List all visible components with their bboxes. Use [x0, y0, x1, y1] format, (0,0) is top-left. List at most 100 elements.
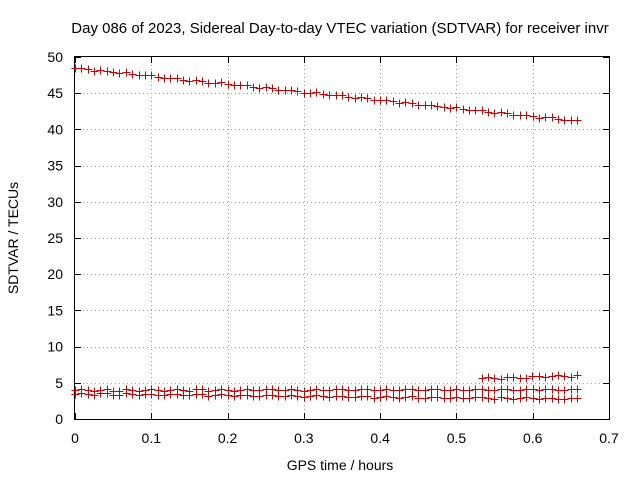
data-point [414, 386, 423, 395]
data-point [484, 108, 493, 117]
data-point [478, 374, 487, 383]
ticks [75, 57, 610, 420]
data-point [115, 391, 124, 400]
data-point [122, 68, 131, 77]
data-point [300, 393, 309, 402]
data-point [312, 391, 321, 400]
data-point [503, 109, 512, 118]
data-point [535, 395, 544, 404]
data-point [497, 375, 506, 384]
data-point [344, 93, 353, 102]
data-point [287, 86, 296, 95]
y-tick-label: 15 [47, 302, 63, 318]
data-point [351, 393, 360, 402]
data-point [281, 392, 290, 401]
data-point [541, 373, 550, 382]
data-point [376, 393, 385, 402]
data-point [490, 395, 499, 404]
data-point [573, 116, 582, 125]
x-tick-label: 0.7 [599, 430, 619, 446]
data-point [446, 386, 455, 395]
data-point [224, 391, 233, 400]
data-point [147, 71, 156, 80]
data-point [287, 391, 296, 400]
data-point [204, 392, 213, 401]
data-point [128, 390, 137, 399]
data-point [268, 391, 277, 400]
data-point [84, 390, 93, 399]
data-point [529, 112, 538, 121]
data-point [236, 81, 245, 90]
data-point [548, 372, 557, 381]
data-point [90, 67, 99, 76]
data-point [541, 385, 550, 394]
data-point [255, 84, 264, 93]
data-point [204, 79, 213, 88]
data-point [312, 88, 321, 97]
data-point [465, 386, 474, 395]
data-point [421, 394, 430, 403]
data-point [573, 385, 582, 394]
data-point [103, 67, 112, 76]
y-tick-label: 25 [47, 230, 63, 246]
data-point [109, 68, 118, 77]
data-point [198, 77, 207, 86]
data-point [344, 386, 353, 395]
data-point [509, 386, 518, 395]
data-point [471, 106, 480, 115]
data-point [401, 98, 410, 107]
data-point [548, 385, 557, 394]
data-point [370, 394, 379, 403]
data-point [306, 89, 315, 98]
data-point [90, 391, 99, 400]
data-point [236, 391, 245, 400]
data-point [478, 393, 487, 402]
data-point [529, 394, 538, 403]
data-point [274, 86, 283, 95]
y-tick-label: 30 [47, 194, 63, 210]
data-point [522, 374, 531, 383]
data-point [573, 394, 582, 403]
data-point [217, 78, 226, 87]
data-point [96, 66, 105, 75]
y-tick-label: 5 [55, 375, 63, 391]
data-point [243, 391, 252, 400]
data-point [395, 386, 404, 395]
data-point [573, 371, 582, 380]
data-point [548, 394, 557, 403]
data-point [471, 385, 480, 394]
data-point [509, 111, 518, 120]
data-point [433, 385, 442, 394]
data-point [293, 87, 302, 96]
y-tick-label: 40 [47, 121, 63, 137]
data-point [509, 373, 518, 382]
y-axis-label: SDTVAR / TECUs [5, 182, 21, 294]
data-point [541, 113, 550, 122]
data-point [325, 393, 334, 402]
grid [75, 57, 609, 419]
data-point [338, 392, 347, 401]
data-point [452, 393, 461, 402]
data-point [344, 393, 353, 402]
data-point [490, 386, 499, 395]
data-point [363, 392, 372, 401]
data-point [192, 76, 201, 85]
data-point [77, 389, 86, 398]
data-point [541, 394, 550, 403]
data-point [446, 104, 455, 113]
data-point [363, 94, 372, 103]
data-point [560, 372, 569, 381]
data-point [306, 392, 315, 401]
data-point [154, 73, 163, 82]
data-point [408, 392, 417, 401]
data-point [243, 81, 252, 90]
data-point [363, 385, 372, 394]
data-point [389, 393, 398, 402]
data-point [433, 393, 442, 402]
data-point [471, 393, 480, 402]
data-point [522, 393, 531, 402]
series-satellite-d [478, 371, 582, 384]
data-point [217, 390, 226, 399]
data-point [509, 395, 518, 404]
